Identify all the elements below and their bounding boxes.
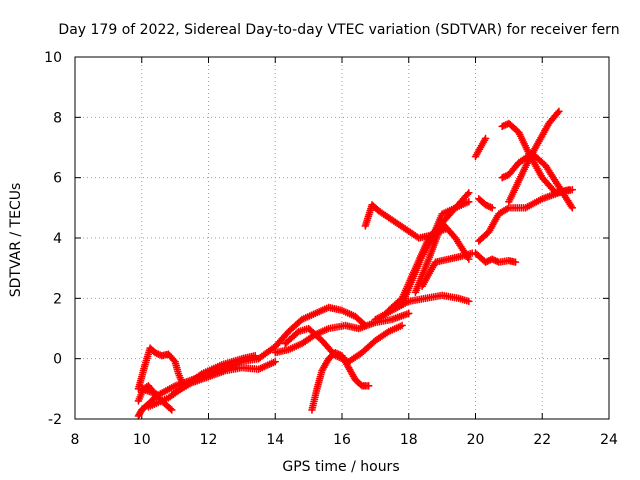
data-point-marker	[465, 198, 473, 206]
data-point-marker	[465, 188, 473, 197]
data-point-marker	[404, 309, 413, 318]
data-point-marker	[364, 382, 373, 390]
data-series	[134, 107, 577, 420]
x-tick-label: 12	[200, 432, 218, 448]
series-arc-6	[171, 357, 280, 396]
data-point-marker	[555, 107, 563, 116]
y-tick-label: 6	[53, 171, 62, 187]
plot-frame	[74, 56, 610, 420]
y-axis-label: SDTVAR / TECUs	[8, 183, 24, 298]
x-tick-label: 20	[467, 432, 485, 448]
x-axis-label: GPS time / hours	[282, 459, 399, 475]
data-point-marker	[511, 258, 520, 266]
series-arc-10	[308, 348, 373, 414]
data-point-marker	[481, 134, 490, 143]
x-tick-label: 8	[71, 432, 80, 448]
y-tick-label: 10	[44, 50, 62, 66]
y-tick-label: -2	[48, 412, 62, 428]
grid	[75, 57, 609, 419]
x-tick-labels: 8 10 12 14 16 18 20 22 24	[71, 432, 618, 448]
series-arc-16	[418, 249, 476, 291]
series-arc-22	[498, 119, 573, 197]
x-tick-label: 24	[600, 432, 618, 448]
series-arc-17	[471, 134, 490, 161]
x-tick-label: 14	[266, 432, 284, 448]
series-arc-14	[398, 198, 473, 309]
series-arc-19	[471, 249, 520, 266]
x-tick-label: 10	[133, 432, 151, 448]
x-tick-label: 18	[400, 432, 418, 448]
data-point-marker	[251, 351, 260, 360]
y-tick-label: 0	[53, 352, 62, 368]
data-point-marker	[167, 406, 176, 414]
data-point-marker	[565, 185, 573, 194]
y-tick-label: 4	[53, 231, 62, 247]
series-arc-18	[475, 194, 496, 212]
y-tick-label: 2	[53, 291, 62, 307]
data-point-marker	[465, 297, 473, 306]
series-arc-15	[411, 188, 473, 297]
series-arc-23	[505, 107, 563, 206]
data-point-marker	[568, 204, 577, 212]
x-tick-label: 16	[333, 432, 351, 448]
chart-title: Day 179 of 2022, Sidereal Day-to-day VTE…	[58, 22, 619, 38]
data-point-marker	[271, 357, 280, 366]
series-arc-20	[475, 185, 577, 245]
y-tick-labels: -2 0 2 4 6 8 10	[44, 50, 62, 428]
y-tick-label: 8	[53, 110, 62, 126]
data-point-marker	[488, 204, 496, 212]
data-point-marker	[398, 321, 406, 330]
x-tick-label: 22	[533, 432, 551, 448]
